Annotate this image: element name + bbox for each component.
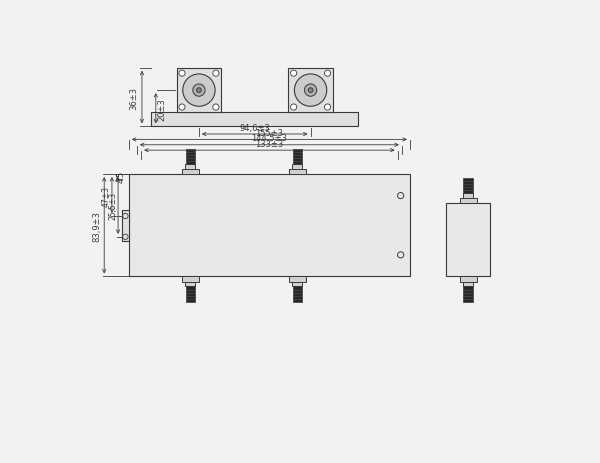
Text: 47±3: 47±3 bbox=[102, 185, 111, 206]
Bar bbox=[289, 277, 306, 282]
Text: 144,5±3: 144,5±3 bbox=[251, 134, 287, 143]
Bar bbox=[288, 69, 333, 113]
Circle shape bbox=[179, 105, 185, 111]
Text: 25,5±3: 25,5±3 bbox=[109, 192, 118, 220]
Circle shape bbox=[213, 71, 219, 77]
Circle shape bbox=[398, 252, 404, 258]
Bar bbox=[182, 169, 199, 175]
Text: 36±3: 36±3 bbox=[130, 86, 139, 109]
Text: 94,6±3: 94,6±3 bbox=[239, 124, 270, 132]
Text: 155±3: 155±3 bbox=[256, 129, 283, 138]
Bar bbox=[446, 204, 490, 277]
Bar bbox=[186, 149, 195, 165]
Bar bbox=[463, 282, 473, 287]
Bar bbox=[293, 149, 302, 165]
Bar bbox=[463, 287, 473, 302]
Circle shape bbox=[213, 105, 219, 111]
Circle shape bbox=[179, 71, 185, 77]
Circle shape bbox=[123, 235, 128, 240]
Bar bbox=[151, 113, 358, 127]
Circle shape bbox=[398, 193, 404, 199]
Circle shape bbox=[304, 85, 317, 97]
Text: 83,9±3: 83,9±3 bbox=[92, 210, 101, 241]
Circle shape bbox=[193, 85, 205, 97]
Circle shape bbox=[123, 214, 128, 219]
Bar bbox=[460, 277, 476, 282]
Circle shape bbox=[290, 71, 297, 77]
Circle shape bbox=[295, 75, 327, 107]
Bar bbox=[185, 282, 196, 287]
Bar bbox=[463, 179, 473, 194]
Circle shape bbox=[183, 75, 215, 107]
Bar bbox=[122, 210, 129, 241]
Circle shape bbox=[325, 105, 331, 111]
Bar bbox=[185, 165, 196, 169]
Circle shape bbox=[308, 88, 313, 93]
Circle shape bbox=[197, 88, 201, 93]
Bar bbox=[292, 165, 302, 169]
Circle shape bbox=[325, 71, 331, 77]
Bar bbox=[186, 287, 195, 302]
Bar bbox=[176, 69, 221, 113]
Bar bbox=[460, 199, 476, 204]
Bar bbox=[292, 282, 302, 287]
Bar bbox=[293, 287, 302, 302]
Text: 133±3: 133±3 bbox=[255, 139, 284, 149]
Bar bbox=[289, 169, 306, 175]
Text: 4.5: 4.5 bbox=[116, 171, 125, 183]
Bar bbox=[129, 175, 410, 277]
Circle shape bbox=[290, 105, 297, 111]
Bar bbox=[463, 194, 473, 199]
Bar bbox=[182, 277, 199, 282]
Text: 20±3: 20±3 bbox=[157, 98, 166, 120]
